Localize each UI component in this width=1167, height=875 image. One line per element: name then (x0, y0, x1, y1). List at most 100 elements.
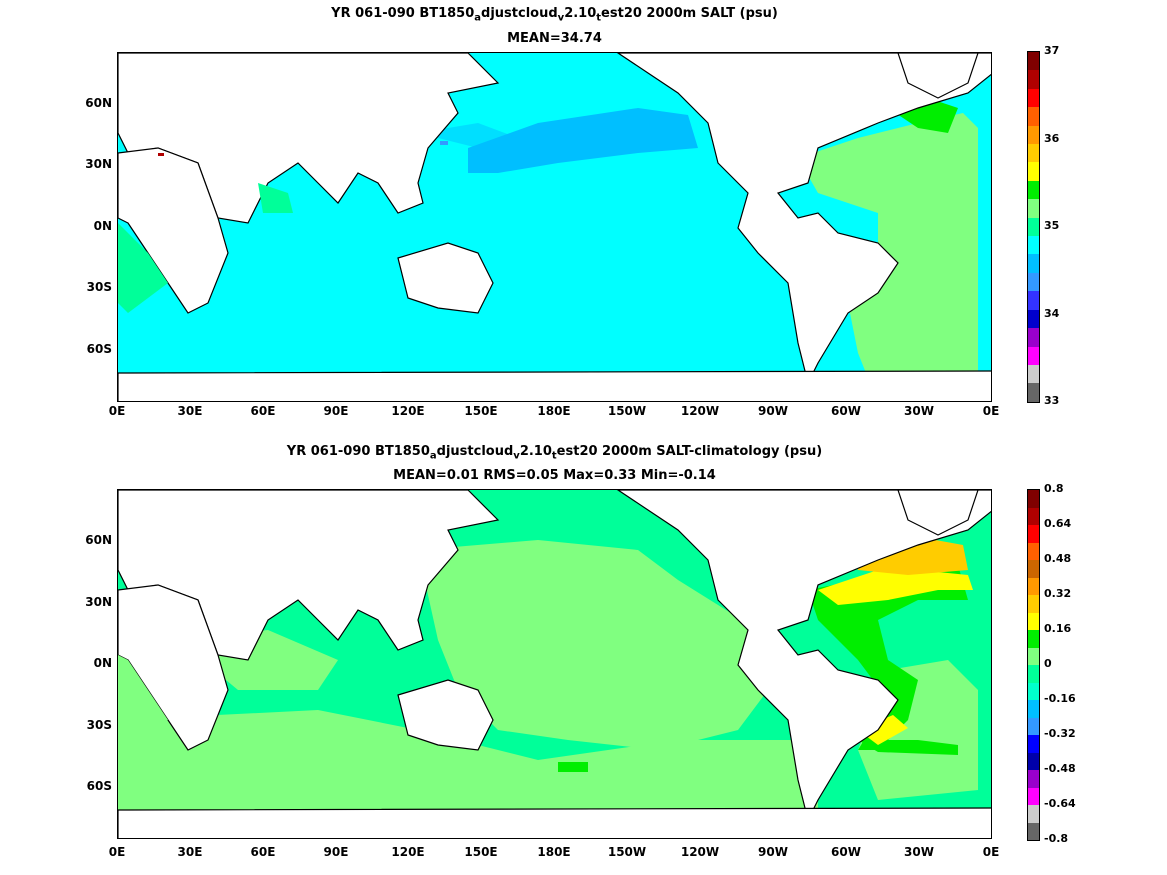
p2-cb-label-5: 0 (1044, 657, 1052, 670)
p2-lon-0e-end: 0E (982, 845, 1000, 859)
colorbar-swatch (1028, 700, 1039, 718)
p1-lat-60n: 60N (85, 96, 112, 110)
p2-cb-label-10: -0.8 (1044, 832, 1069, 845)
colorbar-swatch (1028, 787, 1039, 805)
panel1-stats: MEAN=34.74 (507, 31, 602, 46)
p2-lon-150e: 150E (464, 845, 498, 859)
p2-lon-120w: 120W (680, 845, 720, 859)
p1-cb-label-36: 36 (1044, 132, 1060, 145)
p2-cb-label-1: 0.64 (1044, 517, 1072, 530)
colorbar-swatch (1028, 88, 1039, 108)
p2-lon-30e: 30E (177, 845, 203, 859)
p2-lon-150w: 150W (607, 845, 647, 859)
colorbar-swatch (1028, 612, 1039, 630)
colorbar-swatch (1028, 180, 1039, 200)
p2-lon-60w: 60W (831, 845, 861, 859)
colorbar-swatch (1028, 52, 1039, 71)
colorbar-swatch (1028, 822, 1039, 840)
p2-cb-label-0: 0.8 (1044, 482, 1064, 495)
colorbar-swatch (1028, 144, 1039, 163)
colorbar-swatch (1028, 217, 1039, 237)
p2-cb-label-6: -0.16 (1044, 692, 1076, 705)
p2-cb-label-8: -0.48 (1044, 762, 1076, 775)
p1-cb-label-35: 35 (1044, 219, 1060, 232)
p1-lon-60w: 60W (831, 404, 861, 418)
p1-lon-30e: 30E (177, 404, 203, 418)
colorbar-swatch (1028, 560, 1039, 578)
colorbar-swatch (1028, 717, 1039, 735)
panel2-colorbar (1027, 489, 1040, 841)
p2-cb-label-7: -0.32 (1044, 727, 1076, 740)
colorbar-swatch (1028, 630, 1039, 648)
colorbar-swatch (1028, 490, 1039, 508)
colorbar-swatch (1028, 507, 1039, 525)
colorbar-swatch (1028, 272, 1039, 292)
p2-lon-90w: 90W (758, 845, 788, 859)
p2-lat-60n: 60N (85, 533, 112, 547)
colorbar-swatch (1028, 309, 1039, 329)
colorbar-swatch (1028, 199, 1039, 218)
p2-lon-90e: 90E (323, 845, 349, 859)
p2-lat-30s: 30S (86, 718, 112, 732)
p2-lon-30w: 30W (904, 845, 934, 859)
p1-lon-150w: 150W (607, 404, 647, 418)
colorbar-swatch (1028, 735, 1039, 753)
p1-lat-30s: 30S (86, 280, 112, 294)
p1-lon-120e: 120E (391, 404, 425, 418)
p2-lon-180e: 180E (537, 845, 571, 859)
p2-cb-label-9: -0.64 (1044, 797, 1076, 810)
p2-lat-30n: 30N (85, 595, 112, 609)
panel1-colorbar (1027, 51, 1040, 403)
colorbar-swatch (1028, 805, 1039, 823)
p1-cb-label-33: 33 (1044, 394, 1060, 407)
p1-lon-0e-end: 0E (982, 404, 1000, 418)
colorbar-swatch (1028, 70, 1039, 89)
colorbar-swatch (1028, 254, 1039, 273)
p2-lon-60e: 60E (250, 845, 276, 859)
colorbar-swatch (1028, 647, 1039, 665)
p2-lat-60s: 60S (86, 779, 112, 793)
colorbar-swatch (1028, 162, 1039, 181)
colorbar-swatch (1028, 125, 1039, 145)
panel1-map-graphic (118, 53, 991, 401)
colorbar-swatch (1028, 525, 1039, 543)
colorbar-swatch (1028, 595, 1039, 613)
colorbar-swatch (1028, 291, 1039, 310)
p1-lon-90e: 90E (323, 404, 349, 418)
p1-lon-90w: 90W (758, 404, 788, 418)
colorbar-swatch (1028, 107, 1039, 126)
colorbar-swatch (1028, 542, 1039, 560)
colorbar-swatch (1028, 346, 1039, 365)
p1-cb-label-37: 37 (1044, 44, 1060, 57)
p1-lat-60s: 60S (86, 342, 112, 356)
p2-lat-0n: 0N (93, 656, 112, 670)
panel2-map-graphic (118, 490, 991, 838)
colorbar-swatch (1028, 577, 1039, 595)
p1-lon-120w: 120W (680, 404, 720, 418)
panel1-map (117, 52, 992, 402)
colorbar-swatch (1028, 383, 1039, 402)
colorbar-swatch (1028, 328, 1039, 347)
colorbar-swatch (1028, 770, 1039, 788)
colorbar-swatch (1028, 752, 1039, 770)
colorbar-swatch (1028, 364, 1039, 384)
p2-cb-label-2: 0.48 (1044, 552, 1072, 565)
p2-cb-label-3: 0.32 (1044, 587, 1072, 600)
p1-lon-150e: 150E (464, 404, 498, 418)
panel1-title: YR 061-090 BT1850adjustcloudv2.10test20 … (331, 6, 778, 24)
panel2-title: YR 061-090 BT1850adjustcloudv2.10test20 … (286, 444, 823, 462)
p1-cb-label-34: 34 (1044, 307, 1060, 320)
panel2-map (117, 489, 992, 839)
p2-lon-120e: 120E (391, 845, 425, 859)
p1-lat-0n: 0N (93, 219, 112, 233)
colorbar-swatch (1028, 682, 1039, 700)
p1-lon-60e: 60E (250, 404, 276, 418)
panel2-stats: MEAN=0.01 RMS=0.05 Max=0.33 Min=-0.14 (393, 468, 716, 483)
p2-lon-0e: 0E (108, 845, 126, 859)
p1-lon-0e: 0E (108, 404, 126, 418)
p1-lon-180e: 180E (537, 404, 571, 418)
p1-lat-30n: 30N (85, 157, 112, 171)
p2-cb-label-4: 0.16 (1044, 622, 1072, 635)
colorbar-swatch (1028, 665, 1039, 683)
colorbar-swatch (1028, 236, 1039, 255)
